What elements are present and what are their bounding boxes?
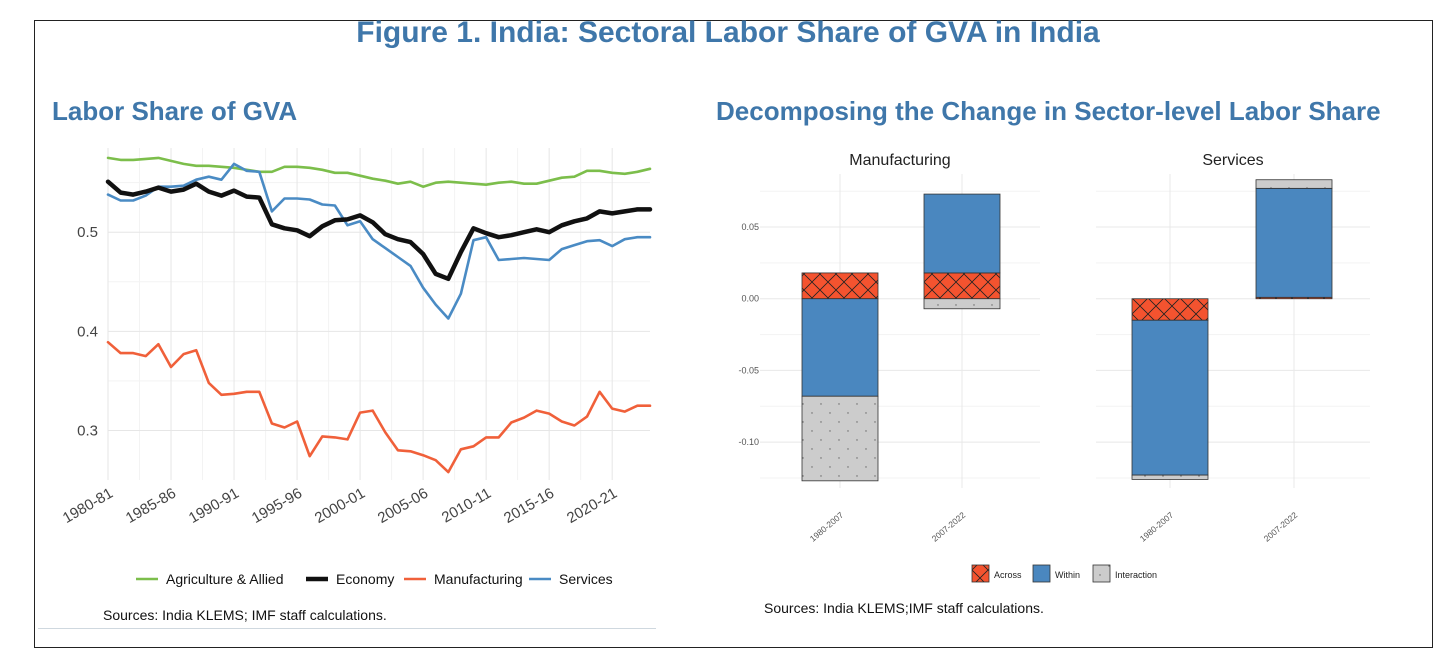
line-chart-source-note: Sources: India KLEMS; IMF staff calculat… [103, 607, 387, 623]
x-tick-label: 1990-91 [186, 485, 242, 527]
facet-title-manufacturing: Manufacturing [849, 152, 950, 169]
bar-panel-title: Decomposing the Change in Sector-level L… [716, 96, 1381, 126]
legend-key [1032, 564, 1051, 583]
series-line-services [106, 162, 652, 320]
series-line-economy [105, 179, 653, 282]
x-tick-label: 2020-21 [564, 485, 620, 527]
y-tick-label: 0.4 [77, 323, 98, 340]
legend-label: Economy [336, 571, 394, 587]
bar-segment-across [1131, 298, 1209, 321]
legend-label: Across [994, 570, 1022, 580]
series-line-manufacturing [106, 340, 652, 474]
x-tick-label: 2015-16 [501, 485, 557, 527]
x-tick-label: 2005-06 [375, 485, 431, 527]
bar-segment-across [801, 272, 879, 300]
bar-segment-within [923, 193, 1001, 274]
x-tick-label: 2010-11 [439, 485, 494, 527]
legend-label: Within [1055, 570, 1080, 580]
y-tick-label: 0.00 [741, 294, 759, 304]
x-tick-label: 1980-2007 [808, 510, 846, 544]
x-tick-label: 2000-01 [312, 485, 368, 527]
legend-label: Agriculture & Allied [166, 571, 284, 587]
bar-segment-within [1131, 319, 1209, 476]
line-panel-title: Labor Share of GVA [52, 96, 298, 126]
x-tick-label: 1980-2007 [1138, 510, 1176, 544]
divider [38, 628, 656, 629]
bar-segment-interaction [801, 395, 879, 482]
y-tick-label: -0.05 [738, 365, 759, 375]
y-tick-label: 0.5 [77, 224, 98, 241]
legend-label: Services [559, 571, 613, 587]
figure-title: Figure 1. India: Sectoral Labor Share of… [356, 16, 1100, 49]
decomposition-bar-chart: 0.05 0.00 -0.05 -0.10 Manufacturing 1980-2007… [738, 152, 1370, 583]
legend-key [1092, 564, 1111, 583]
facet-title-services: Services [1202, 152, 1263, 169]
series-line-agriculture-allied [106, 156, 652, 188]
bar-segment-interaction [1255, 179, 1333, 189]
legend-label: Interaction [1115, 570, 1157, 580]
y-tick-label: 0.05 [741, 222, 759, 232]
legend-key [971, 564, 990, 583]
x-tick-label: 2007-2022 [930, 510, 968, 544]
y-tick-label: -0.10 [738, 437, 759, 447]
bar-segment-within [801, 298, 879, 397]
bar-segment-across [923, 272, 1001, 300]
bar-segment-interaction [1131, 474, 1209, 480]
y-tick-label: 0.3 [77, 422, 98, 439]
bar-segment-within [1255, 187, 1333, 298]
x-tick-label: 1995-96 [249, 485, 305, 527]
x-tick-label: 1985-86 [123, 485, 179, 527]
bar-chart-source-note: Sources: India KLEMS;IMF staff calculati… [764, 600, 1044, 616]
x-tick-label: 2007-2022 [1262, 510, 1300, 544]
x-tick-label: 1980-81 [60, 485, 116, 527]
bar-segment-interaction [923, 298, 1001, 310]
legend-label: Manufacturing [434, 571, 523, 587]
